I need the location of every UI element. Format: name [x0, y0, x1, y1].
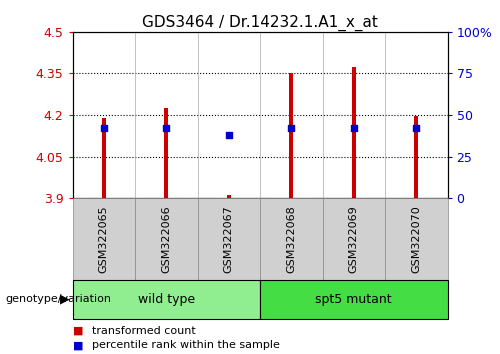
- Title: GDS3464 / Dr.14232.1.A1_x_at: GDS3464 / Dr.14232.1.A1_x_at: [142, 14, 378, 30]
- Text: GSM322069: GSM322069: [349, 205, 359, 273]
- Point: [287, 126, 295, 131]
- Bar: [164, 108, 168, 198]
- Point: [412, 126, 420, 131]
- Point: [162, 126, 170, 131]
- Point: [100, 126, 108, 131]
- Bar: [227, 195, 230, 198]
- Text: GSM322066: GSM322066: [161, 205, 171, 273]
- Point: [350, 126, 358, 131]
- Bar: [102, 118, 106, 198]
- Point: [225, 132, 233, 138]
- Text: ▶: ▶: [60, 293, 70, 306]
- Bar: [352, 67, 356, 198]
- Text: GSM322070: GSM322070: [411, 205, 421, 273]
- Text: transformed count: transformed count: [92, 326, 196, 336]
- Text: GSM322068: GSM322068: [286, 205, 296, 273]
- Text: ■: ■: [72, 326, 83, 336]
- Text: percentile rank within the sample: percentile rank within the sample: [92, 340, 280, 350]
- Bar: [290, 74, 293, 198]
- Text: spt5 mutant: spt5 mutant: [316, 293, 392, 306]
- Bar: [414, 116, 418, 198]
- Text: genotype/variation: genotype/variation: [5, 294, 111, 304]
- Text: GSM322065: GSM322065: [99, 205, 109, 273]
- Text: ■: ■: [72, 340, 83, 350]
- Text: GSM322067: GSM322067: [224, 205, 234, 273]
- Text: wild type: wild type: [138, 293, 195, 306]
